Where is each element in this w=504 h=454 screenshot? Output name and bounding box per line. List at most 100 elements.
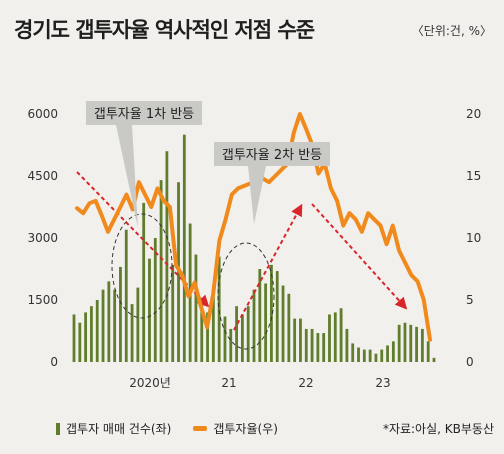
x-tick-label: 21 — [221, 376, 236, 390]
right-axis: 0 5 10 15 20 — [466, 107, 481, 369]
bar — [95, 300, 99, 362]
legend-swatch-bar — [56, 422, 60, 435]
bar — [293, 318, 297, 362]
highlight-ellipse-2 — [217, 242, 275, 350]
legend-swatch-line — [193, 426, 208, 431]
bar — [206, 312, 209, 362]
bar — [84, 312, 88, 362]
bar — [386, 345, 389, 362]
bar — [391, 341, 395, 362]
left-axis: 0 1500 3000 4500 6000 — [27, 107, 58, 369]
bar — [211, 287, 215, 362]
bar — [310, 328, 314, 362]
chart-title: 경기도 갭투자율 역사적인 저점 수준 — [14, 18, 315, 42]
legend-label-bars: 갭투자 매매 건수(좌) — [66, 422, 172, 436]
bar-series — [72, 134, 436, 362]
bar — [165, 151, 169, 362]
bar — [101, 289, 105, 362]
bar — [235, 306, 238, 362]
bar — [368, 349, 372, 362]
legend-item-bars: 갭투자 매매 건수(좌) — [56, 420, 171, 437]
bar — [223, 316, 227, 362]
x-tick-label: 23 — [375, 376, 390, 390]
bar — [380, 349, 384, 362]
callout-first-rebound-pointer — [116, 125, 138, 228]
bar — [333, 312, 337, 362]
left-tick-label: 6000 — [27, 107, 58, 121]
legend: 갭투자 매매 건수(좌) 갭투자율(우) — [56, 420, 300, 437]
bar — [107, 281, 111, 362]
callout-second-rebound-box — [214, 142, 330, 166]
bar — [304, 328, 308, 362]
bar — [409, 324, 413, 362]
bar — [397, 324, 401, 362]
right-tick-label: 0 — [466, 355, 474, 369]
source-note: *자료:아실, KB부동산 — [382, 422, 494, 436]
callout-first-rebound-label: 갭투자율 1차 반등 — [94, 107, 194, 122]
bar — [345, 328, 349, 362]
bar — [148, 258, 151, 362]
callout-second-rebound-label: 갭투자율 2차 반등 — [222, 148, 322, 163]
bar — [119, 266, 122, 362]
bar — [194, 254, 198, 362]
bar — [258, 269, 262, 362]
legend-label-line: 갭투자율(우) — [213, 422, 278, 436]
bar — [130, 304, 134, 362]
callout-second-rebound-pointer — [248, 166, 266, 224]
left-tick-label: 3000 — [27, 231, 58, 245]
bar — [159, 180, 163, 362]
unit-label: 〈단위:건, %〉 — [411, 24, 492, 38]
bar — [420, 328, 424, 362]
bar — [432, 357, 436, 362]
bar — [287, 293, 291, 362]
x-axis: 2020년 21 22 23 — [129, 376, 390, 390]
bar — [142, 202, 146, 362]
bar — [270, 264, 273, 362]
trend-arrow-down-1 — [76, 171, 210, 308]
bar — [90, 306, 93, 362]
bar — [415, 326, 418, 362]
bar — [374, 353, 378, 362]
right-tick-label: 10 — [466, 231, 481, 245]
bar — [217, 256, 221, 362]
left-tick-label: 0 — [50, 355, 58, 369]
bar — [153, 238, 157, 362]
right-tick-label: 5 — [466, 293, 474, 307]
left-tick-label: 1500 — [27, 293, 58, 307]
right-tick-label: 20 — [466, 107, 481, 121]
bar — [328, 314, 331, 362]
bar — [200, 300, 204, 362]
bar — [357, 347, 360, 362]
highlight-ellipse-1 — [111, 213, 173, 319]
bar — [426, 341, 430, 362]
bar — [299, 318, 302, 362]
annotation-decor — [76, 171, 408, 350]
bar — [124, 229, 128, 362]
bar — [322, 333, 326, 362]
bar — [275, 271, 279, 362]
bar — [182, 134, 186, 362]
trend-arrow-up — [233, 203, 303, 331]
bar — [240, 314, 244, 362]
bar — [229, 328, 233, 362]
bar — [252, 289, 256, 362]
bar — [339, 308, 343, 362]
bar — [403, 322, 407, 362]
legend-item-line: 갭투자율(우) — [193, 420, 278, 437]
bar — [264, 283, 268, 362]
bar — [362, 349, 366, 362]
bar — [72, 314, 76, 362]
bar — [281, 285, 285, 362]
bar — [113, 289, 117, 362]
bar — [78, 322, 82, 362]
left-tick-label: 4500 — [27, 169, 58, 183]
bar — [351, 343, 355, 362]
trend-arrow-down-2 — [311, 203, 408, 310]
bar — [316, 333, 320, 362]
callout-first-rebound-box — [86, 101, 202, 125]
bar — [246, 306, 250, 362]
bar — [171, 264, 175, 362]
x-tick-label: 2020년 — [129, 376, 171, 390]
right-tick-label: 15 — [466, 169, 481, 183]
